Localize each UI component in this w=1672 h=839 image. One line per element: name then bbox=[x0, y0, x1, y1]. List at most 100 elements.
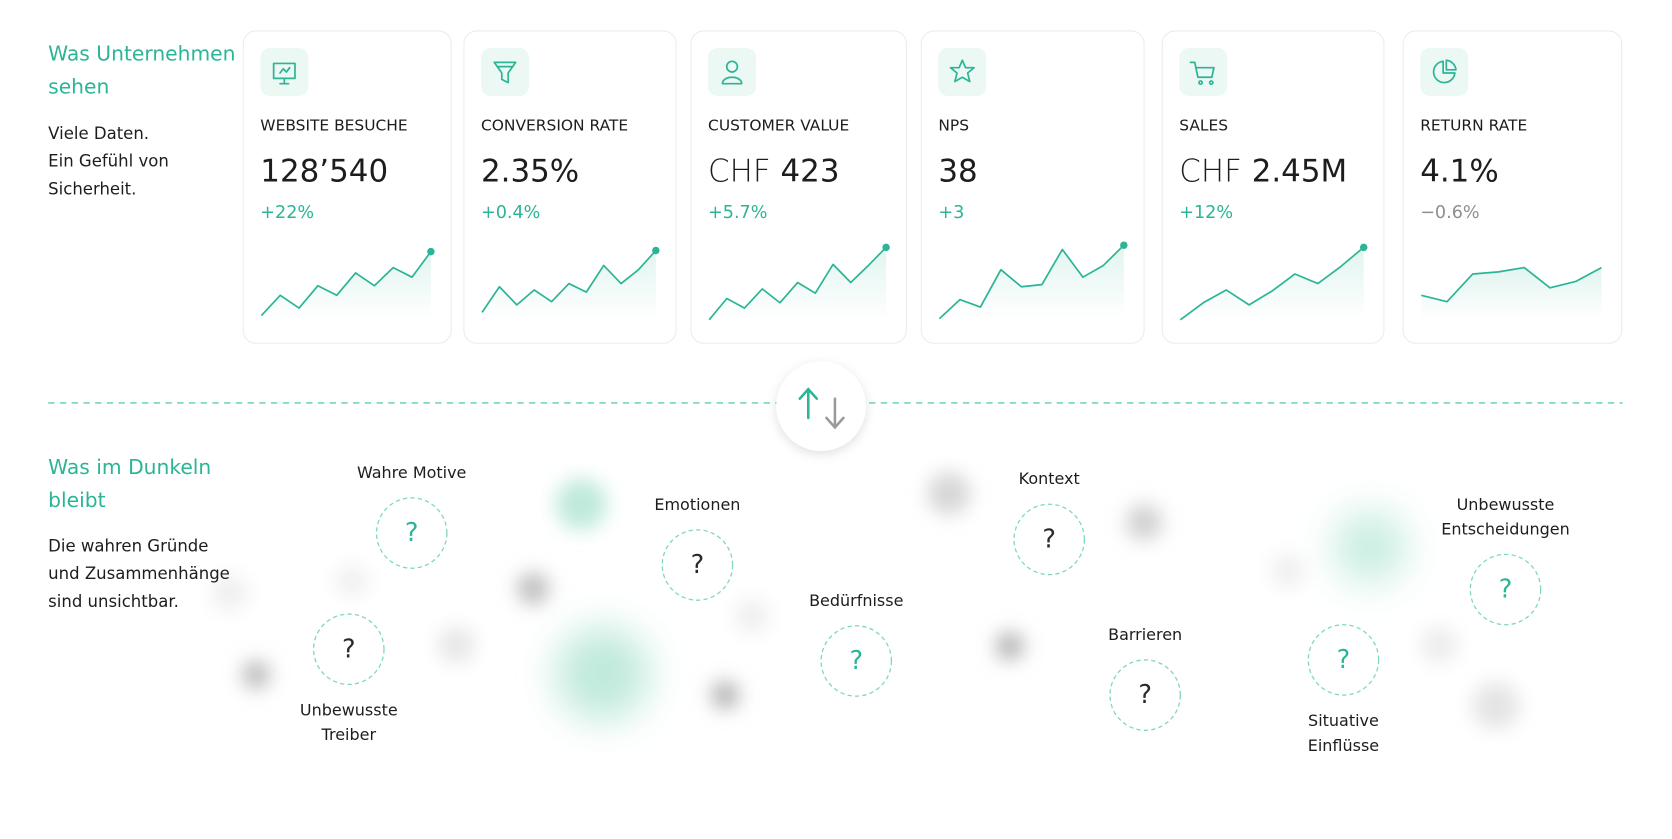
kpi-card: RETURN RATE 4.1% −0.6% bbox=[1402, 30, 1623, 344]
node-circle bbox=[661, 529, 734, 601]
kpi-change: +12% bbox=[1179, 203, 1233, 223]
sparkline bbox=[481, 249, 657, 313]
node-circle bbox=[820, 625, 893, 697]
icon-bg bbox=[480, 47, 529, 96]
kpi-card: SALES CHF 2.45M +12% bbox=[1161, 30, 1385, 344]
node-label: Barrieren bbox=[1108, 625, 1182, 644]
kpi-number: 2.45M bbox=[1252, 153, 1347, 189]
kpi-change: +22% bbox=[260, 203, 314, 223]
node-circle bbox=[1307, 624, 1380, 696]
kpi-number: 2.35% bbox=[481, 153, 579, 189]
kpi-value: 128’540 bbox=[260, 153, 388, 189]
sparkline-end bbox=[427, 247, 435, 256]
kpi-number: 128’540 bbox=[260, 153, 388, 189]
node-label: Wahre Motive bbox=[357, 463, 466, 482]
kpi-prefix: CHF bbox=[1179, 153, 1242, 189]
sparkline-end bbox=[652, 246, 660, 255]
sparkline-area bbox=[1180, 247, 1364, 320]
swap-badge bbox=[776, 361, 866, 451]
kpi-label: CUSTOMER VALUE bbox=[708, 116, 849, 134]
kpi-number: 423 bbox=[781, 153, 840, 189]
section-title: Was Unternehmen sehen bbox=[48, 41, 235, 98]
kpi-label: CONVERSION RATE bbox=[481, 116, 628, 134]
sparkline bbox=[708, 246, 887, 321]
icon bbox=[721, 60, 743, 85]
kpi-card: WEBSITE BESUCHE 128’540 +22% bbox=[242, 30, 452, 344]
unknown-node: ? Barrieren bbox=[1108, 625, 1182, 731]
section-title: Was im Dunkeln bleibt bbox=[48, 455, 211, 512]
kpi-change: +5.7% bbox=[708, 203, 767, 223]
node-circle bbox=[1013, 503, 1086, 576]
description-line: und Zusammenhänge bbox=[48, 564, 230, 583]
node-symbol: ? bbox=[1042, 524, 1056, 554]
kpi-value: CHF 423 bbox=[708, 153, 839, 189]
sparkline bbox=[1421, 266, 1602, 303]
sparkline-area bbox=[482, 250, 656, 320]
description-line: sind unsichtbar. bbox=[48, 592, 179, 611]
kpi-number: 38 bbox=[938, 153, 977, 189]
node-label: Entscheidungen bbox=[1441, 519, 1570, 538]
card-bg bbox=[242, 30, 452, 344]
unknown-node: ? Emotionen bbox=[654, 495, 740, 601]
kpi-label: RETURN RATE bbox=[1420, 116, 1527, 134]
node-symbol: ? bbox=[1138, 680, 1152, 710]
sparkline bbox=[260, 251, 432, 317]
icon-bg bbox=[1179, 47, 1228, 96]
node-symbol: ? bbox=[691, 550, 705, 580]
icon bbox=[949, 59, 975, 83]
kpi-label: WEBSITE BESUCHE bbox=[260, 116, 407, 134]
sparkline-end bbox=[1359, 243, 1368, 252]
node-circle bbox=[1469, 553, 1542, 626]
description-line: Die wahren Gründe bbox=[48, 536, 208, 555]
node-circle bbox=[312, 613, 385, 686]
kpi-label: SALES bbox=[1179, 116, 1228, 134]
node-label: Bedürfnisse bbox=[809, 591, 903, 610]
node-label: Einflüsse bbox=[1308, 736, 1379, 755]
card-bg bbox=[690, 30, 907, 344]
unknown-node: ? Wahre Motive bbox=[357, 463, 466, 569]
kpi-value: 38 bbox=[938, 153, 977, 189]
kpi-card: NPS 38 +3 bbox=[920, 30, 1145, 344]
icon-bg bbox=[938, 47, 987, 96]
kpi-card: CONVERSION RATE 2.35% +0.4% bbox=[463, 30, 677, 344]
kpi-prefix: CHF bbox=[708, 153, 771, 189]
sparkline-end bbox=[1120, 241, 1128, 249]
description-line: Viele Daten. bbox=[48, 124, 149, 143]
kpi-card: CUSTOMER VALUE CHF 423 +5.7% bbox=[690, 30, 907, 344]
description-line: Sicherheit. bbox=[48, 179, 136, 198]
sparkline bbox=[1179, 246, 1365, 321]
kpi-value: CHF 2.45M bbox=[1179, 153, 1347, 189]
unknown-node: ? Kontext bbox=[1013, 469, 1086, 576]
unknown-node: ? Situative Einflüsse bbox=[1307, 624, 1380, 755]
icon bbox=[1189, 61, 1215, 85]
icon bbox=[1432, 59, 1457, 84]
node-symbol: ? bbox=[1499, 575, 1513, 605]
sparkline-area bbox=[939, 245, 1124, 320]
sparkline-area bbox=[1421, 267, 1602, 320]
blur-blobs bbox=[211, 472, 1520, 730]
card-bg bbox=[463, 30, 677, 344]
sparkline-end bbox=[882, 243, 890, 252]
icon-bg bbox=[260, 47, 309, 96]
kpi-change: +3 bbox=[938, 203, 964, 223]
node-label: Situative bbox=[1308, 711, 1379, 730]
node-circle bbox=[1109, 659, 1181, 731]
icon-bg bbox=[1420, 47, 1469, 96]
node-label: Emotionen bbox=[654, 495, 740, 514]
node-symbol: ? bbox=[1337, 645, 1351, 675]
node-label: Unbewusste bbox=[1457, 495, 1555, 514]
kpi-value: 4.1% bbox=[1420, 153, 1499, 189]
unknown-node: ? Unbewusste Treiber bbox=[300, 613, 398, 744]
unknown-node: ? Unbewusste Entscheidungen bbox=[1441, 495, 1570, 626]
node-symbol: ? bbox=[342, 634, 356, 664]
sparkline bbox=[938, 244, 1125, 320]
kpi-change: −0.6% bbox=[1420, 203, 1479, 223]
kpi-change: +0.4% bbox=[481, 203, 540, 223]
icon bbox=[272, 62, 296, 85]
unknown-node: ? Bedürfnisse bbox=[809, 591, 903, 697]
card-bg bbox=[920, 30, 1145, 344]
card-bg bbox=[1161, 30, 1385, 344]
node-label: Kontext bbox=[1019, 469, 1080, 488]
